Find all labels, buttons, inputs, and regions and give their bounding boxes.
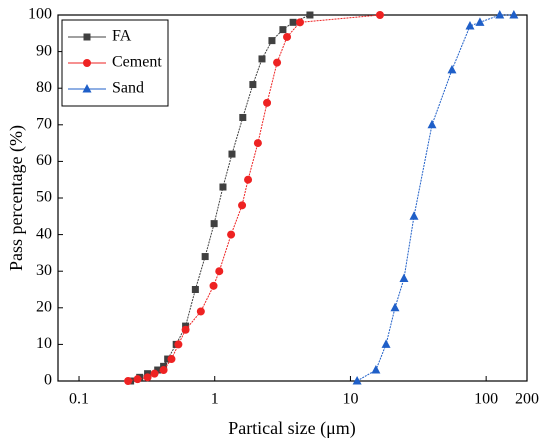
y-tick-label: 60 [36, 152, 52, 169]
marker [509, 10, 519, 19]
legend-label: FA [112, 28, 132, 45]
marker [279, 26, 287, 34]
marker [465, 20, 475, 30]
marker [253, 139, 262, 148]
x-tick-label: 10 [342, 391, 358, 408]
marker [375, 11, 384, 19]
marker [239, 113, 247, 121]
marker [495, 10, 505, 19]
y-axis-label: Pass percentage (%) [6, 125, 27, 271]
marker [143, 373, 152, 382]
x-tick-label: 0.1 [69, 391, 89, 408]
y-tick-label: 30 [36, 262, 52, 279]
x-tick-label: 200 [515, 391, 539, 408]
marker [249, 81, 257, 89]
marker [447, 64, 457, 74]
marker [228, 150, 236, 158]
marker [227, 230, 236, 239]
series-line [356, 14, 514, 382]
marker [390, 302, 400, 312]
marker [238, 201, 247, 210]
marker [154, 366, 162, 374]
marker [83, 59, 91, 67]
x-tick-label: 1 [211, 391, 219, 408]
marker [215, 267, 224, 276]
y-tick-label: 40 [36, 225, 52, 242]
marker [352, 376, 362, 385]
y-tick-label: 20 [36, 298, 52, 315]
marker [159, 366, 168, 375]
marker [399, 273, 409, 283]
marker [181, 325, 190, 334]
marker [82, 84, 92, 93]
marker [244, 175, 253, 184]
marker [124, 377, 133, 385]
marker [219, 183, 227, 191]
marker [83, 33, 91, 41]
x-tick-label: 100 [474, 391, 498, 408]
marker [273, 58, 282, 67]
legend-label: Cement [112, 54, 162, 71]
marker [427, 119, 437, 129]
marker [263, 98, 272, 107]
marker [174, 340, 183, 349]
y-tick-label: 0 [44, 372, 52, 389]
legend-label: Sand [112, 80, 144, 97]
marker [381, 339, 391, 348]
y-tick-label: 70 [36, 115, 52, 132]
y-tick-label: 100 [28, 6, 52, 23]
marker [268, 37, 276, 45]
marker [196, 307, 205, 316]
marker [289, 18, 297, 26]
marker [283, 32, 292, 41]
x-axis-label: Partical size (μm) [228, 418, 356, 439]
marker [210, 220, 218, 228]
y-tick-label: 80 [36, 79, 52, 96]
marker [258, 55, 266, 63]
marker [133, 375, 142, 384]
marker [191, 286, 199, 293]
marker [209, 281, 218, 290]
marker [150, 369, 159, 378]
marker [167, 355, 176, 364]
marker [371, 365, 381, 374]
marker [409, 211, 419, 220]
y-tick-label: 90 [36, 42, 52, 59]
marker [306, 11, 314, 19]
y-tick-label: 10 [36, 335, 52, 352]
series-line [128, 14, 380, 382]
marker [296, 18, 305, 27]
marker [475, 17, 485, 26]
marker [201, 253, 209, 261]
y-tick-label: 50 [36, 189, 52, 206]
